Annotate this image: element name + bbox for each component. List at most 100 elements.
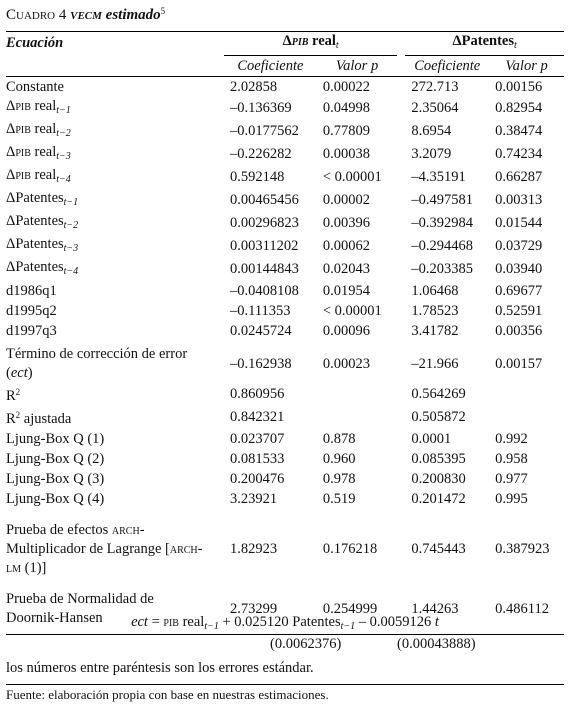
cell: 0.02043 <box>322 261 370 277</box>
cell: 2.02858 <box>230 78 278 95</box>
text-segment: t−4 <box>56 174 71 185</box>
text-segment: real <box>30 144 57 160</box>
text-segment: Constante <box>6 78 64 95</box>
text-segment: arch-lm <box>6 541 203 576</box>
text-segment: Δ <box>6 98 16 114</box>
text-segment: 5 <box>160 6 166 16</box>
text-segment: Prueba de efectos <box>6 522 112 538</box>
row: ΔPatentest−4 0.00144843 0.02043 –0.203385 0.… <box>6 258 564 281</box>
text-segment: t <box>434 614 439 630</box>
cell: 0.00144843 <box>230 261 299 277</box>
text-segment: pib <box>15 121 31 137</box>
cell: 0.200830 <box>411 470 466 487</box>
text-segment: estimado <box>101 7 161 23</box>
cell: 0.66287 <box>495 169 543 185</box>
text-segment: = <box>147 614 164 630</box>
cell: 0.00311202 <box>230 238 299 254</box>
cell: 3.41782 <box>411 322 459 339</box>
text-segment: pib <box>15 144 31 160</box>
row-label: ΔPatentest−2 <box>6 212 224 235</box>
text-segment: – 0.0059126 <box>355 614 435 630</box>
row: Δpib realt−2 –0.0177562 0.77809 8.6954 0.384… <box>6 120 564 143</box>
cell: 0.82954 <box>495 100 543 116</box>
cell: 0.00356 <box>495 322 543 339</box>
text-segment: pib <box>163 614 179 630</box>
cell: –0.111353 <box>230 302 291 319</box>
text-segment: vecm <box>70 7 102 23</box>
cell: –0.0408108 <box>230 282 299 299</box>
row: Δpib realt−1 –0.136369 0.04998 2.35064 0.829… <box>6 97 564 120</box>
cell: < 0.00001 <box>322 302 382 319</box>
subheader: Coeficiente <box>405 55 490 77</box>
row-label: R2 <box>6 383 224 406</box>
cell: 0.03729 <box>495 238 543 254</box>
text-segment: + 0.025120 Patentes <box>218 614 341 630</box>
text-segment: pib <box>291 33 309 49</box>
cell: 0.01544 <box>495 215 543 231</box>
text-segment: R <box>6 411 16 427</box>
cell: –0.392984 <box>411 215 473 231</box>
cell: –21.966 <box>411 355 459 372</box>
cell: 0.00062 <box>322 238 370 254</box>
cell: 8.6954 <box>411 123 452 139</box>
text-segment: t−2 <box>63 220 79 231</box>
row-label: Ljung-Box Q (2) <box>6 449 224 469</box>
text-segment: Δ <box>282 33 292 49</box>
row: Prueba de efectos arch-Multiplicador de … <box>6 509 564 578</box>
cell: 0.977 <box>495 470 528 487</box>
group-header: Δpib realt <box>224 31 398 56</box>
cell: 1.82923 <box>230 541 278 557</box>
text-segment: pib <box>15 167 31 183</box>
cell: 0.960 <box>322 450 356 467</box>
cell: 0.00038 <box>322 146 370 162</box>
row: d1995q2 –0.111353 < 0.00001 1.78523 0.52591 <box>6 301 564 321</box>
cell: 0.842321 <box>230 409 285 425</box>
text-segment: ΔPatentes <box>6 213 64 229</box>
text-segment: pib <box>15 98 31 114</box>
text-segment: d1997q3 <box>6 322 57 339</box>
text-segment: ect <box>131 614 148 630</box>
cell: 0.04998 <box>322 100 370 116</box>
cell: 0.03940 <box>495 261 543 277</box>
text-segment: Término de corrección de error ( <box>6 346 188 381</box>
row-label: ΔPatentest−3 <box>6 235 224 258</box>
row-label: Δpib realt−1 <box>6 97 224 120</box>
text-segment: ajustada <box>20 411 72 427</box>
row-label: Δpib realt−4 <box>6 166 224 189</box>
cell: 3.23921 <box>230 490 278 507</box>
subheader: Valor p <box>489 55 564 77</box>
row: R2 0.860956 0.564269 <box>6 383 564 406</box>
text-segment: real <box>308 33 336 49</box>
row-label: d1986q1 <box>6 281 224 301</box>
cell: 0.200476 <box>230 470 285 487</box>
row: ΔPatentest−3 0.00311202 0.00062 –0.294468 0.… <box>6 235 564 258</box>
row-label: Término de corrección de error (ect) <box>6 341 224 383</box>
title: Cuadro 4 vecm estimado5 <box>6 6 165 24</box>
row-label: Ljung-Box Q (4) <box>6 489 224 509</box>
header-label: Ecuación <box>6 32 224 56</box>
row: Término de corrección de error (ect) –0.1… <box>6 341 564 383</box>
cell: –4.35191 <box>411 169 466 185</box>
text-segment: t <box>513 40 517 51</box>
text-segment: real <box>178 614 205 630</box>
cell: 0.00002 <box>322 192 370 208</box>
text-segment: ΔPatentes <box>6 259 64 275</box>
text-segment: ect <box>10 365 28 381</box>
cell: –0.294468 <box>411 238 473 254</box>
text-segment: real <box>30 121 57 137</box>
cell: 3.2079 <box>411 146 452 162</box>
cell: 272.713 <box>411 78 459 95</box>
cell: 0.592148 <box>230 169 285 185</box>
cell: 0.387923 <box>495 541 550 557</box>
text-segment: Cuadro 4 <box>6 7 67 23</box>
text-segment: t−3 <box>63 243 79 254</box>
text-segment: real <box>30 167 57 183</box>
text-segment: Δ <box>6 167 16 183</box>
text-segment: Ljung-Box Q (4) <box>6 490 105 507</box>
std-error: (0.00043888) <box>397 636 476 652</box>
cell: 0.992 <box>495 430 528 447</box>
text-segment: t−3 <box>56 151 71 162</box>
cell: –0.136369 <box>230 100 292 116</box>
text-segment: t−1 <box>63 197 79 208</box>
cell: 0.519 <box>322 490 356 507</box>
